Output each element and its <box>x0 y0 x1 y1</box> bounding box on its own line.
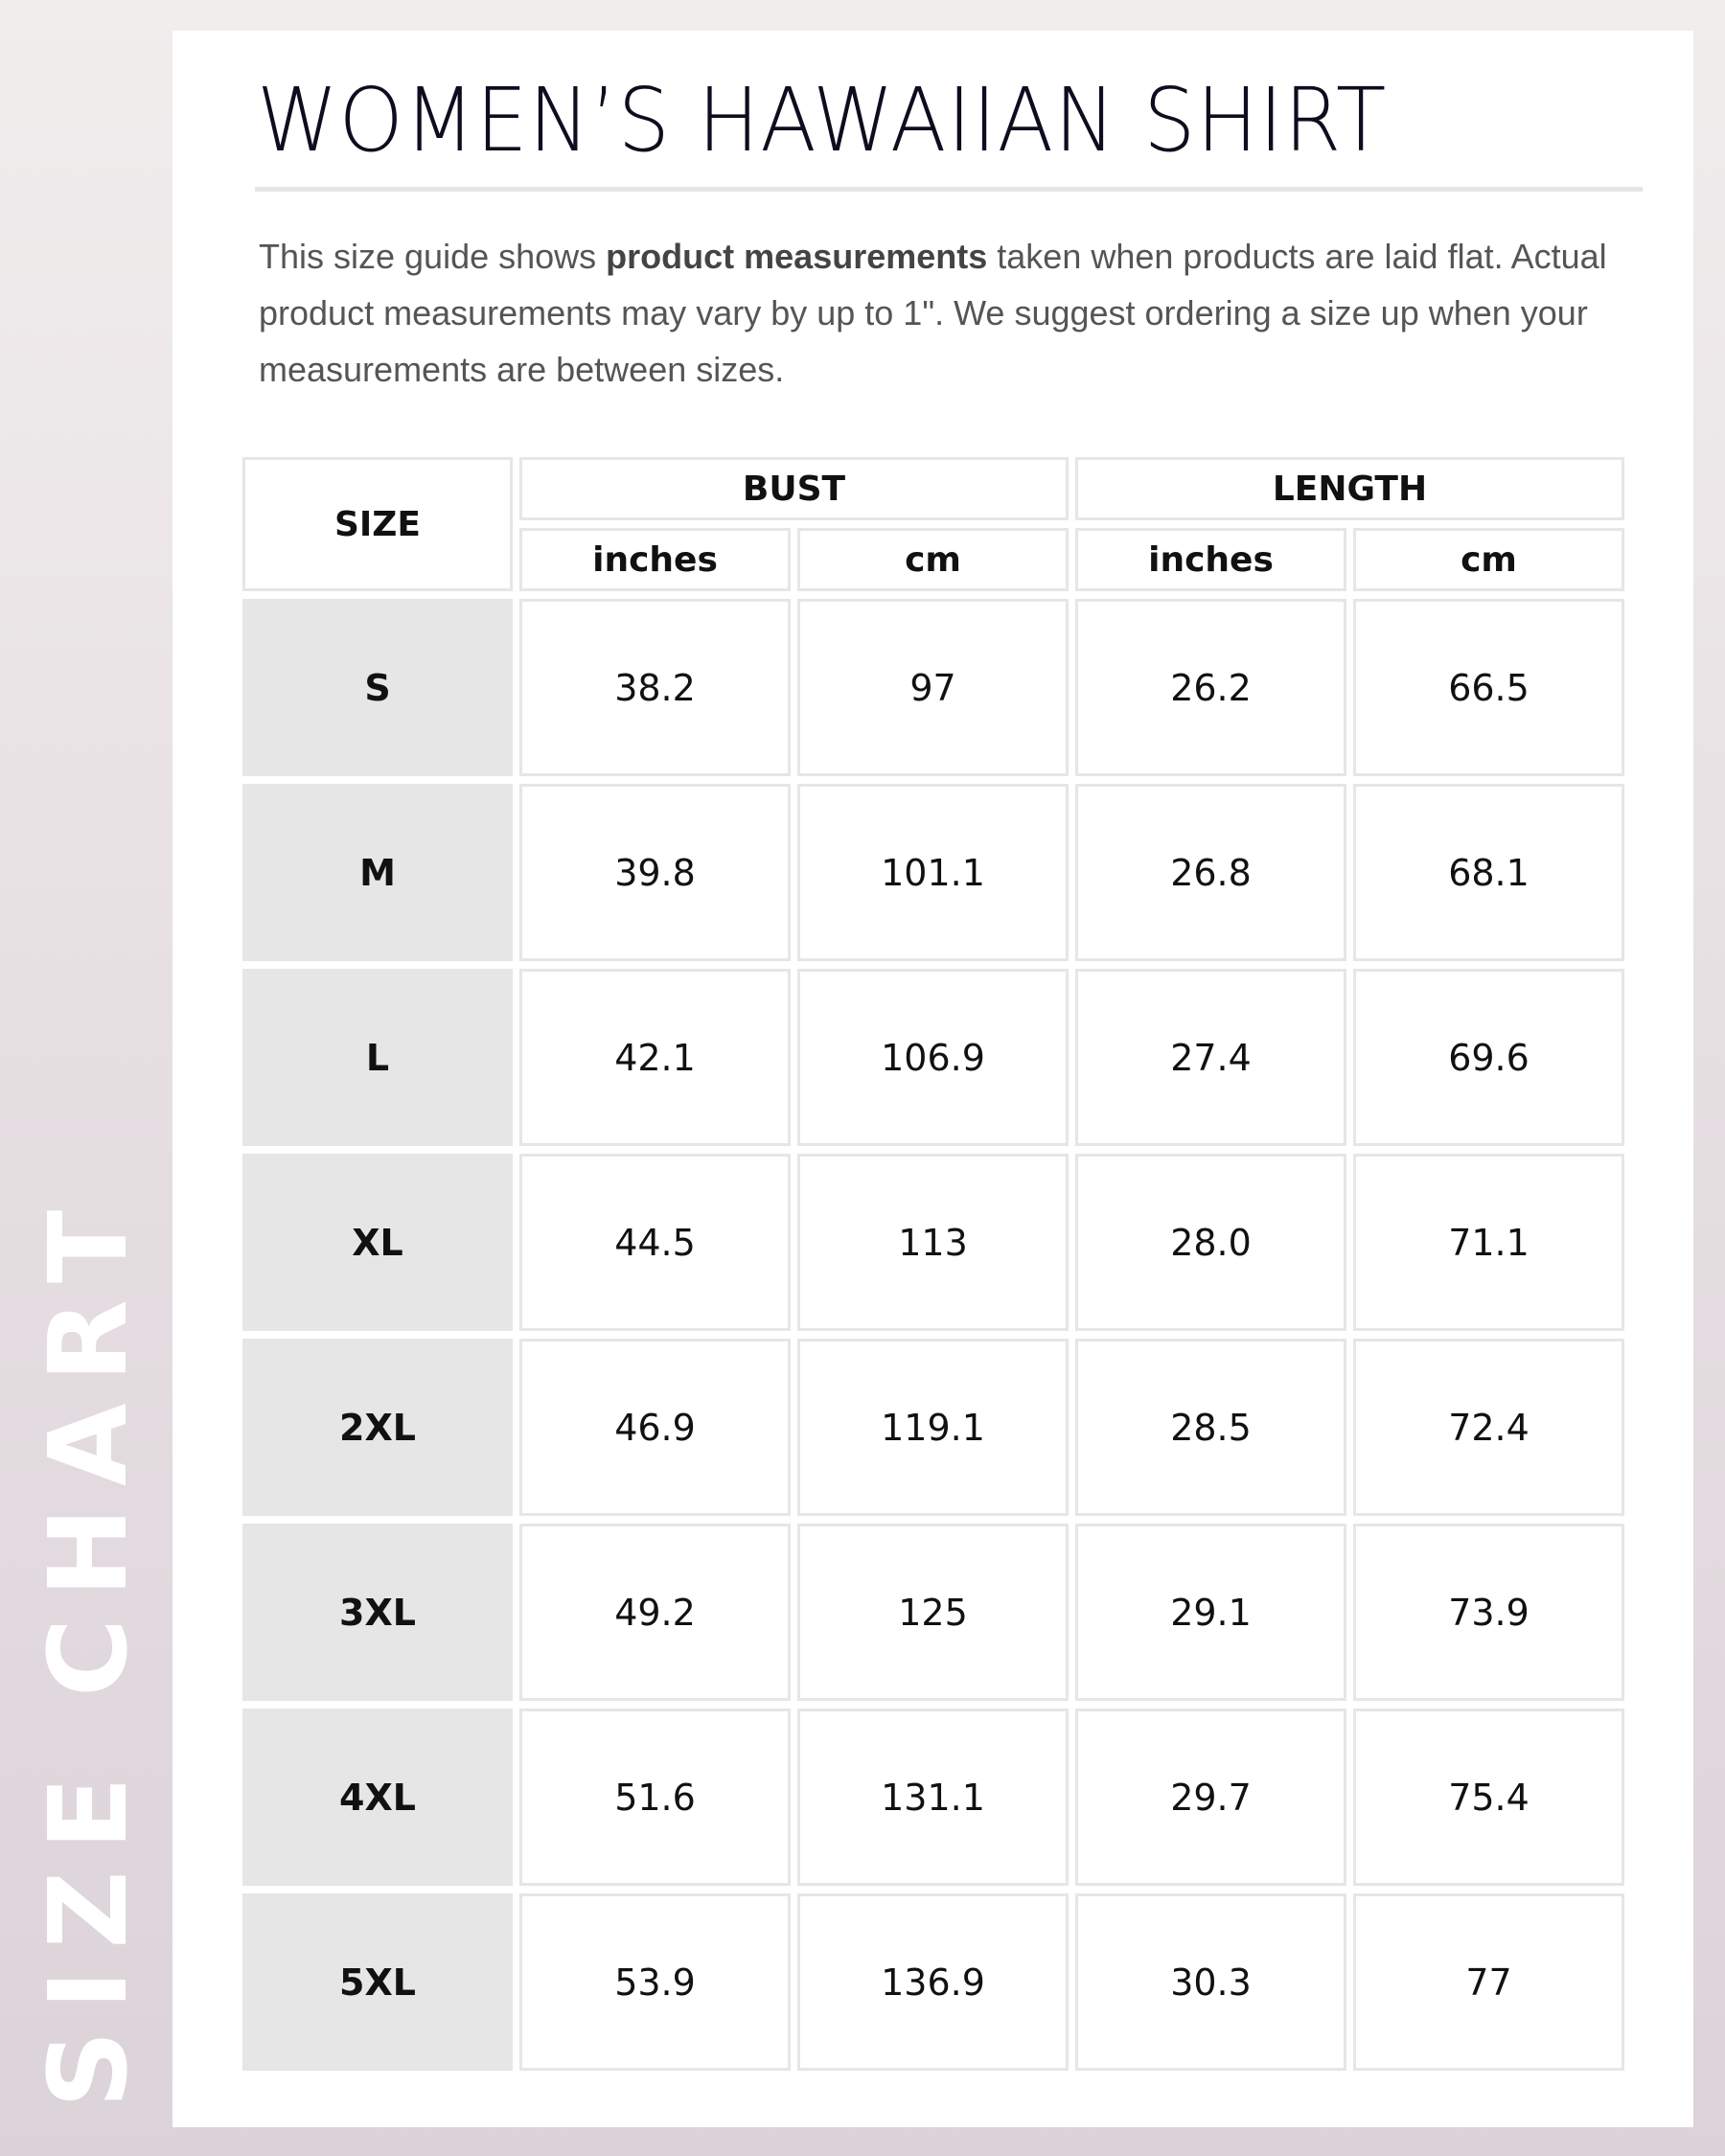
value-cell: 72.4 <box>1353 1339 1624 1516</box>
value-cell: 66.5 <box>1353 599 1624 776</box>
page-title: WOMEN’S HAWAIIAN SHIRT <box>257 69 1388 172</box>
value-cell: 28.5 <box>1075 1339 1346 1516</box>
value-cell: 125 <box>797 1524 1069 1701</box>
header-bust: BUST <box>519 457 1069 520</box>
value-cell: 75.4 <box>1353 1709 1624 1886</box>
description-bold: product measurements <box>606 237 988 276</box>
value-cell: 73.9 <box>1353 1524 1624 1701</box>
description-text-2: taken when products are laid flat. Actua… <box>259 237 1607 389</box>
title-divider <box>255 187 1643 192</box>
size-table: SIZE BUST LENGTH inches cm inches cm S 38… <box>242 457 1624 2071</box>
header-unit: inches <box>519 528 791 591</box>
size-cell: S <box>242 599 513 776</box>
value-cell: 131.1 <box>797 1709 1069 1886</box>
size-cell: L <box>242 969 513 1146</box>
size-cell: 4XL <box>242 1709 513 1886</box>
value-cell: 106.9 <box>797 969 1069 1146</box>
value-cell: 119.1 <box>797 1339 1069 1516</box>
value-cell: 38.2 <box>519 599 791 776</box>
value-cell: 113 <box>797 1154 1069 1331</box>
size-cell: 2XL <box>242 1339 513 1516</box>
value-cell: 46.9 <box>519 1339 791 1516</box>
value-cell: 29.1 <box>1075 1524 1346 1701</box>
value-cell: 30.3 <box>1075 1893 1346 2071</box>
side-label: SIZE CHART <box>27 1189 151 2108</box>
value-cell: 77 <box>1353 1893 1624 2071</box>
size-cell: M <box>242 784 513 961</box>
header-unit: cm <box>1353 528 1624 591</box>
header-unit: cm <box>797 528 1069 591</box>
value-cell: 101.1 <box>797 784 1069 961</box>
size-cell: XL <box>242 1154 513 1331</box>
side-label-text: SIZE CHART <box>27 1188 151 2108</box>
value-cell: 29.7 <box>1075 1709 1346 1886</box>
value-cell: 53.9 <box>519 1893 791 2071</box>
value-cell: 97 <box>797 599 1069 776</box>
value-cell: 71.1 <box>1353 1154 1624 1331</box>
description-text: This size guide shows <box>259 237 607 276</box>
value-cell: 26.2 <box>1075 599 1346 776</box>
value-cell: 49.2 <box>519 1524 791 1701</box>
value-cell: 136.9 <box>797 1893 1069 2071</box>
size-cell: 5XL <box>242 1893 513 2071</box>
value-cell: 68.1 <box>1353 784 1624 961</box>
value-cell: 42.1 <box>519 969 791 1146</box>
value-cell: 51.6 <box>519 1709 791 1886</box>
header-unit: inches <box>1075 528 1346 591</box>
header-length: LENGTH <box>1075 457 1624 520</box>
header-size: SIZE <box>242 457 513 591</box>
size-chart-card: WOMEN’S HAWAIIAN SHIRT This size guide s… <box>172 31 1693 2127</box>
value-cell: 39.8 <box>519 784 791 961</box>
value-cell: 26.8 <box>1075 784 1346 961</box>
value-cell: 69.6 <box>1353 969 1624 1146</box>
value-cell: 27.4 <box>1075 969 1346 1146</box>
size-cell: 3XL <box>242 1524 513 1701</box>
value-cell: 28.0 <box>1075 1154 1346 1331</box>
value-cell: 44.5 <box>519 1154 791 1331</box>
description: This size guide shows product measuremen… <box>259 228 1658 398</box>
